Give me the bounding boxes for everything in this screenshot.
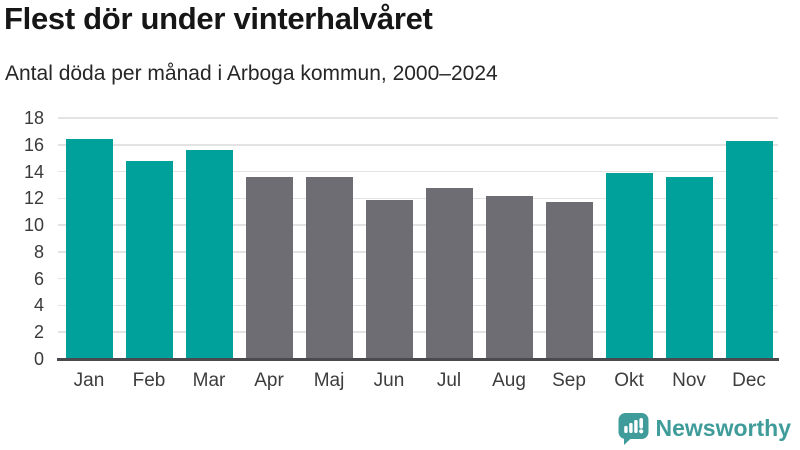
y-axis-tick-label-16: 16 — [23, 134, 44, 155]
gridline-10 — [58, 224, 778, 226]
bar-maj — [306, 176, 353, 359]
x-axis-tick-label-nov: Nov — [672, 370, 706, 391]
gridline-16 — [58, 144, 778, 146]
bar-jul — [426, 187, 473, 359]
y-axis-tick-label-18: 18 — [23, 108, 44, 128]
bar-sep — [546, 202, 593, 359]
bar-feb — [126, 160, 173, 359]
bar-mar — [186, 150, 233, 359]
x-axis-tick-label-mar: Mar — [192, 370, 226, 391]
y-axis-tick-label-0: 0 — [33, 349, 44, 369]
x-axis-tick-label-maj: Maj — [313, 370, 345, 391]
x-axis-tick-label-apr: Apr — [254, 370, 284, 391]
y-axis-tick-label-6: 6 — [33, 268, 44, 289]
x-axis-tick-label-jul: Jul — [436, 370, 462, 391]
gridline-4 — [58, 304, 778, 307]
chart-subtitle: Antal döda per månad i Arboga kommun, 20… — [5, 62, 498, 85]
y-axis-tick-label-2: 2 — [33, 322, 44, 343]
bar-jun — [366, 199, 413, 359]
x-axis-tick-label-aug: Aug — [492, 370, 526, 391]
bar-apr — [246, 176, 293, 359]
bar-chart-plot-area: 0 2 4 6 8 10 12 14 16 18 Jan Feb Mar Apr Maj Jun Jul Aug S… — [23, 108, 779, 391]
y-axis-tick-label-4: 4 — [33, 295, 44, 316]
x-axis-tick-label-jan: Jan — [73, 370, 105, 391]
x-axis-tick-label-jun: Jun — [373, 370, 405, 391]
gridline-2 — [58, 331, 778, 333]
y-axis-tick-label-8: 8 — [33, 241, 44, 262]
bar-okt — [606, 172, 653, 359]
newsworthy-logo: Newsworthy — [618, 412, 791, 445]
gridline-8 — [58, 251, 778, 253]
x-axis-line — [57, 358, 779, 361]
x-axis-tick-label-okt: Okt — [614, 370, 644, 391]
x-axis-tick-label-dec: Dec — [732, 370, 766, 391]
bar-dec — [726, 140, 773, 359]
x-axis-tick-label-sep: Sep — [552, 370, 586, 391]
bar-jan — [66, 139, 113, 359]
y-axis-tick-label-12: 12 — [23, 188, 44, 209]
bar-nov — [666, 176, 713, 359]
newsworthy-logo-text: Newsworthy — [655, 415, 791, 441]
gridline-12 — [58, 197, 778, 200]
y-axis-tick-label-10: 10 — [23, 215, 44, 236]
gridline-6 — [58, 277, 778, 280]
bar-aug — [486, 195, 533, 359]
chart-title: Flest dör under vinterhalvåret — [4, 1, 433, 36]
gridline-18 — [58, 117, 778, 119]
x-axis-tick-label-feb: Feb — [132, 370, 166, 391]
y-axis-tick-label-14: 14 — [23, 161, 44, 182]
gridline-14 — [58, 170, 778, 173]
bar-chart-speech-bubble-icon — [618, 413, 649, 445]
